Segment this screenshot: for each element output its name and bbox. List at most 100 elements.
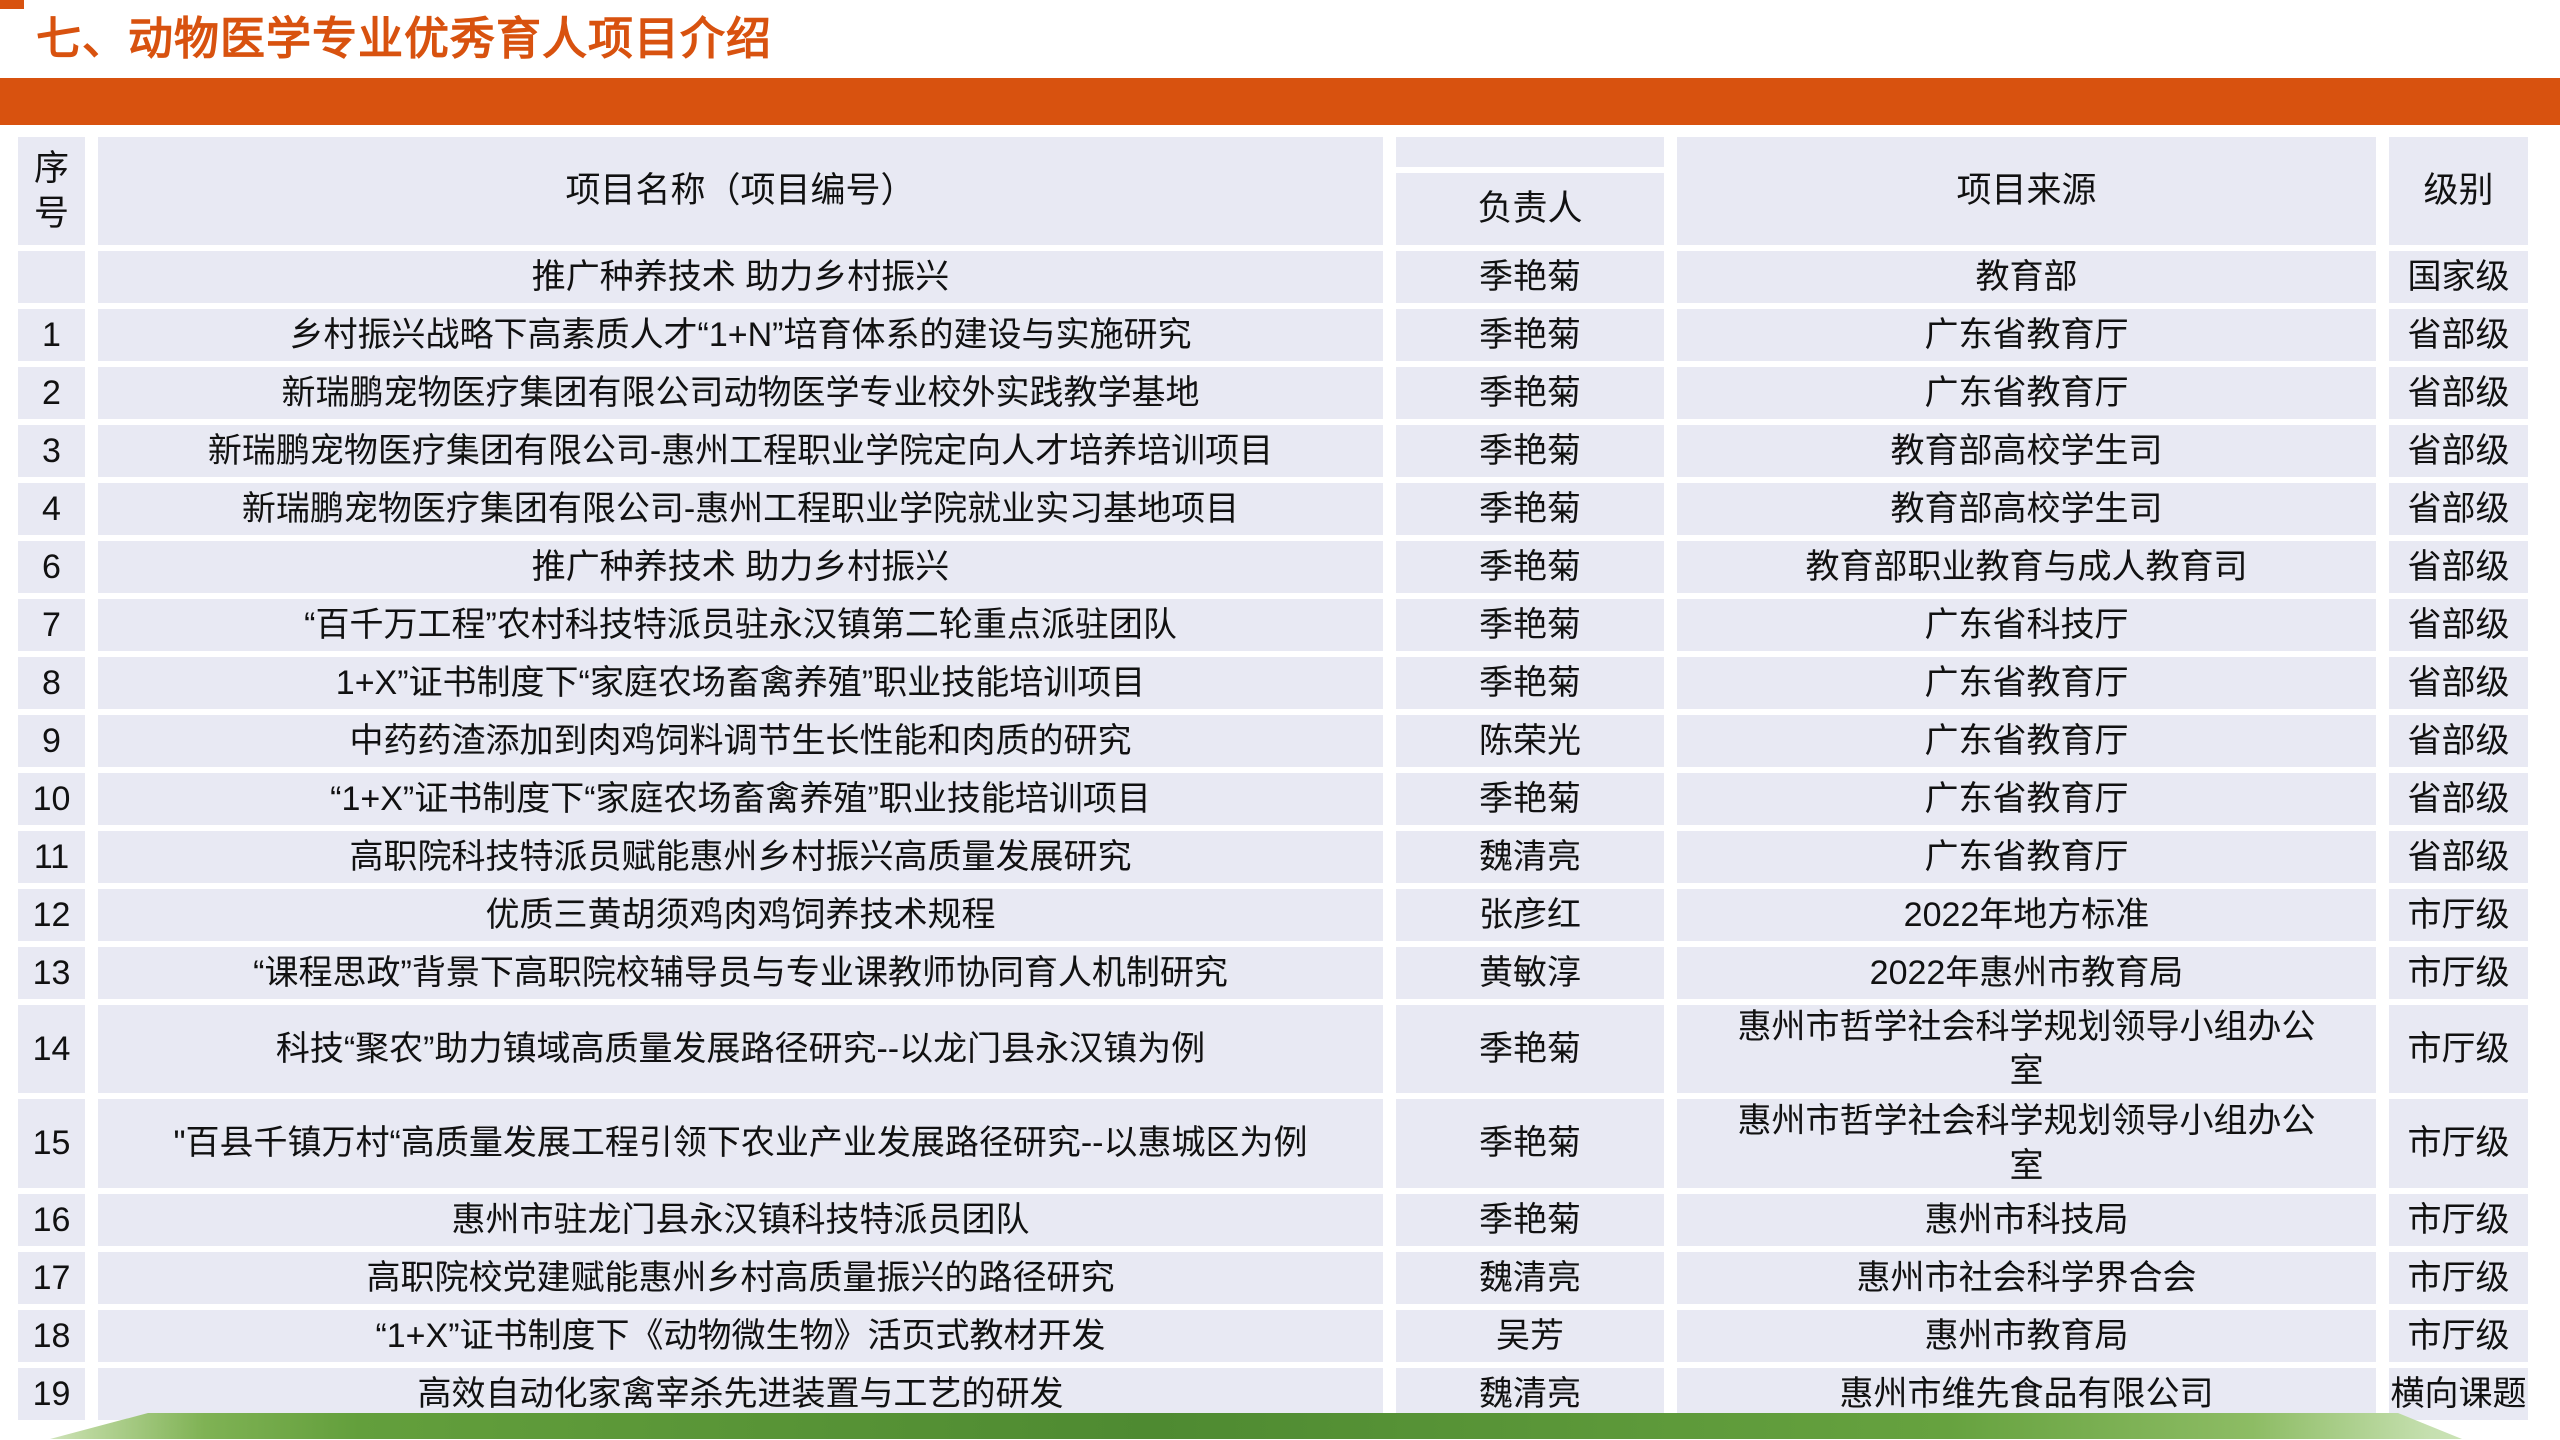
cell-name: 高效自动化家禽宰杀先进装置与工艺的研发 xyxy=(98,1367,1383,1420)
corner-accent-rect xyxy=(0,0,24,9)
cell-leader: 魏清亮 xyxy=(1396,1251,1664,1304)
cell-source: 教育部 xyxy=(1677,251,2376,303)
projects-table: 序号 项目名称（项目编号） 负责人 项目来源 级别 推广种养技术 助力乡村振兴季… xyxy=(18,137,2528,1420)
cell-name: 新瑞鹏宠物医疗集团有限公司动物医学专业校外实践教学基地 xyxy=(98,367,1383,419)
header-cell-level: 级别 xyxy=(2389,137,2528,245)
cell-no: 11 xyxy=(18,831,85,883)
cell-source: 广东省教育厅 xyxy=(1677,309,2376,361)
cell-level: 市厅级 xyxy=(2389,947,2528,999)
cell-no: 6 xyxy=(18,541,85,593)
cell-level: 省部级 xyxy=(2389,715,2528,767)
cell-level: 横向课题 xyxy=(2389,1367,2528,1420)
cell-source: 2022年地方标准 xyxy=(1677,889,2376,941)
cell-no: 4 xyxy=(18,483,85,535)
cell-name: 新瑞鹏宠物医疗集团有限公司-惠州工程职业学院就业实习基地项目 xyxy=(98,483,1383,535)
cell-no: 3 xyxy=(18,425,85,477)
cell-no: 13 xyxy=(18,947,85,999)
cell-level: 市厅级 xyxy=(2389,1099,2528,1188)
cell-source: 广东省教育厅 xyxy=(1677,715,2376,767)
cell-source: 惠州市社会科学界合会 xyxy=(1677,1251,2376,1304)
cell-no: 10 xyxy=(18,773,85,825)
cell-source: 惠州市哲学社会科学规划领导小组办公室 xyxy=(1677,1099,2376,1188)
cell-name: 1+X”证书制度下“家庭农场畜禽养殖”职业技能培训项目 xyxy=(98,657,1383,709)
cell-leader: 季艳菊 xyxy=(1396,1005,1664,1094)
cell-level: 省部级 xyxy=(2389,599,2528,651)
cell-level: 国家级 xyxy=(2389,251,2528,303)
cell-level: 省部级 xyxy=(2389,483,2528,535)
header-cell-name: 项目名称（项目编号） xyxy=(98,137,1383,245)
cell-leader: 魏清亮 xyxy=(1396,1367,1664,1420)
cell-level: 省部级 xyxy=(2389,773,2528,825)
cell-no: 16 xyxy=(18,1193,85,1246)
cell-no: 12 xyxy=(18,889,85,941)
cell-source: 2022年惠州市教育局 xyxy=(1677,947,2376,999)
cell-no: 19 xyxy=(18,1367,85,1420)
cell-name: 推广种养技术 助力乡村振兴 xyxy=(98,251,1383,303)
cell-name: “课程思政”背景下高职院校辅导员与专业课教师协同育人机制研究 xyxy=(98,947,1383,999)
cell-level: 省部级 xyxy=(2389,657,2528,709)
title-underline-bar xyxy=(0,78,2560,125)
cell-leader: 季艳菊 xyxy=(1396,425,1664,477)
cell-no: 18 xyxy=(18,1309,85,1362)
cell-leader: 季艳菊 xyxy=(1396,599,1664,651)
cell-name: 中药药渣添加到肉鸡饲料调节生长性能和肉质的研究 xyxy=(98,715,1383,767)
cell-leader: 季艳菊 xyxy=(1396,657,1664,709)
cell-name: 新瑞鹏宠物医疗集团有限公司-惠州工程职业学院定向人才培养培训项目 xyxy=(98,425,1383,477)
cell-leader: 季艳菊 xyxy=(1396,541,1664,593)
cell-source: 广东省教育厅 xyxy=(1677,773,2376,825)
cell-leader: 季艳菊 xyxy=(1396,1099,1664,1188)
cell-no: 14 xyxy=(18,1005,85,1094)
cell-leader: 陈荣光 xyxy=(1396,715,1664,767)
cell-source: 惠州市哲学社会科学规划领导小组办公室 xyxy=(1677,1005,2376,1094)
cell-level: 市厅级 xyxy=(2389,1251,2528,1304)
cell-source: 广东省教育厅 xyxy=(1677,367,2376,419)
cell-no: 8 xyxy=(18,657,85,709)
page-title: 七、动物医学专业优秀育人项目介绍 xyxy=(36,13,773,64)
cell-leader: 吴芳 xyxy=(1396,1309,1664,1362)
cell-leader: 季艳菊 xyxy=(1396,1193,1664,1246)
cell-level: 省部级 xyxy=(2389,831,2528,883)
header-cell-source: 项目来源 xyxy=(1677,137,2376,245)
cell-level: 省部级 xyxy=(2389,425,2528,477)
cell-name: 优质三黄胡须鸡肉鸡饲养技术规程 xyxy=(98,889,1383,941)
cell-source: 教育部职业教育与成人教育司 xyxy=(1677,541,2376,593)
header-leader-label: 负责人 xyxy=(1477,189,1583,229)
cell-leader: 张彦红 xyxy=(1396,889,1664,941)
cell-source: 教育部高校学生司 xyxy=(1677,425,2376,477)
cell-no xyxy=(18,251,85,303)
cell-name: “百千万工程”农村科技特派员驻永汉镇第二轮重点派驻团队 xyxy=(98,599,1383,651)
cell-leader: 黄敏淳 xyxy=(1396,947,1664,999)
cell-source: 广东省科技厅 xyxy=(1677,599,2376,651)
cell-name: "百县千镇万村“高质量发展工程引领下农业产业发展路径研究--以惠城区为例 xyxy=(98,1099,1383,1188)
cell-name: “1+X”证书制度下《动物微生物》活页式教材开发 xyxy=(98,1309,1383,1362)
cell-name: 高职院校党建赋能惠州乡村高质量振兴的路径研究 xyxy=(98,1251,1383,1304)
cell-source: 惠州市科技局 xyxy=(1677,1193,2376,1246)
cell-name: 科技“聚农”助力镇域高质量发展路径研究--以龙门县永汉镇为例 xyxy=(98,1005,1383,1094)
cell-name: “1+X”证书制度下“家庭农场畜禽养殖”职业技能培训项目 xyxy=(98,773,1383,825)
cell-name: 惠州市驻龙门县永汉镇科技特派员团队 xyxy=(98,1193,1383,1246)
cell-leader: 魏清亮 xyxy=(1396,831,1664,883)
cell-leader: 季艳菊 xyxy=(1396,309,1664,361)
cell-level: 省部级 xyxy=(2389,541,2528,593)
cell-level: 省部级 xyxy=(2389,367,2528,419)
bottom-ribbon xyxy=(50,1413,2462,1439)
cell-level: 市厅级 xyxy=(2389,1309,2528,1362)
cell-leader: 季艳菊 xyxy=(1396,483,1664,535)
cell-source: 教育部高校学生司 xyxy=(1677,483,2376,535)
header-cell-leader: 负责人 xyxy=(1396,137,1664,245)
cell-no: 9 xyxy=(18,715,85,767)
cell-level: 市厅级 xyxy=(2389,1193,2528,1246)
header-cell-no: 序号 xyxy=(18,137,85,245)
cell-leader: 季艳菊 xyxy=(1396,773,1664,825)
cell-name: 推广种养技术 助力乡村振兴 xyxy=(98,541,1383,593)
cell-leader: 季艳菊 xyxy=(1396,367,1664,419)
cell-name: 高职院科技特派员赋能惠州乡村振兴高质量发展研究 xyxy=(98,831,1383,883)
cell-level: 市厅级 xyxy=(2389,1005,2528,1094)
cell-no: 7 xyxy=(18,599,85,651)
cell-name: 乡村振兴战略下高素质人才“1+N”培育体系的建设与实施研究 xyxy=(98,309,1383,361)
cell-source: 广东省教育厅 xyxy=(1677,831,2376,883)
cell-level: 市厅级 xyxy=(2389,889,2528,941)
header-leader-empty-subcell xyxy=(1396,137,1664,173)
cell-leader: 季艳菊 xyxy=(1396,251,1664,303)
